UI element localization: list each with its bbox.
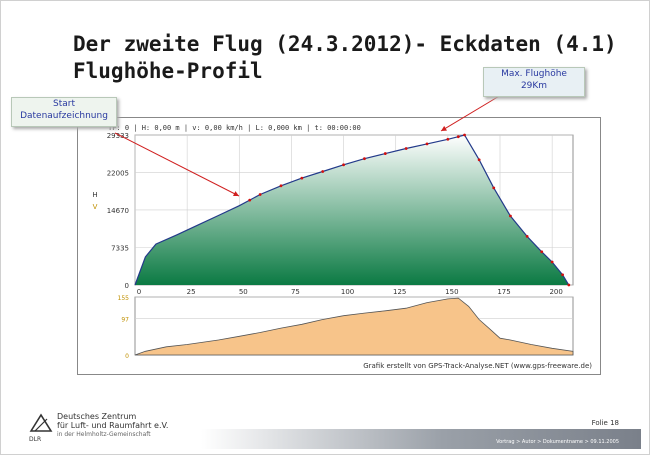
title-line-1: Der zweite Flug (24.3.2012)- Eckdaten (4…: [73, 32, 617, 56]
altitude-point: [279, 184, 283, 188]
speed-y-tick-label: 0: [125, 353, 129, 360]
x-tick-label: 50: [239, 288, 248, 296]
x-tick-label: 100: [341, 288, 354, 296]
chart-status-text: TP: 0 | H: 0,00 m | v: 0,00 km/h | L: 0,…: [108, 124, 361, 132]
altitude-point: [550, 260, 554, 264]
y-axis-label: H: [92, 191, 97, 199]
speed-area: [134, 297, 574, 356]
max-arrow-head: [441, 125, 447, 131]
altitude-point: [446, 137, 450, 141]
y-tick-label: 0: [125, 282, 129, 290]
y-axis-unit: V: [93, 203, 98, 211]
altitude-area: [135, 135, 569, 285]
dlr-name-line3: in der Helmholtz-Gemeinschaft: [57, 431, 151, 438]
dlr-name-line2: für Luft- und Raumfahrt e.V.: [57, 421, 169, 430]
dlr-logo-mark-icon: DLR: [29, 413, 53, 443]
start-arrow-head: [233, 191, 239, 197]
altitude-point: [561, 273, 564, 277]
y-tick-label: 14670: [107, 207, 129, 215]
x-tick-label: 150: [445, 288, 458, 296]
altitude-point: [248, 198, 252, 202]
y-tick-label: 29333: [107, 132, 129, 140]
chart-credit: Grafik erstellt von GPS-Track-Analyse.NE…: [363, 362, 592, 370]
callout-start-line1: Start: [53, 99, 75, 109]
dlr-name: Deutsches Zentrum für Luft- und Raumfahr…: [57, 412, 168, 439]
altitude-point: [540, 250, 544, 254]
callout-max-altitude: Max. Flughöhe 29Km: [483, 67, 585, 97]
altitude-point: [456, 135, 460, 139]
slide-number: Folie 18: [591, 419, 619, 427]
x-tick-label: 0: [137, 288, 141, 296]
altitude-line: [134, 134, 570, 286]
altitude-point: [342, 163, 345, 167]
altitude-point: [525, 235, 529, 238]
altitude-point: [258, 193, 262, 196]
dlr-mark-text: DLR: [29, 436, 41, 443]
footer-bar: [201, 429, 641, 449]
callout-max-line2: 29Km: [520, 81, 548, 91]
altitude-point: [300, 176, 304, 180]
dlr-name-line1: Deutsches Zentrum: [57, 412, 137, 421]
altitude-point: [404, 147, 408, 150]
slide-title: Der zweite Flug (24.3.2012)- Eckdaten (4…: [73, 31, 617, 85]
x-tick-label: 25: [187, 288, 196, 296]
start-arrow: [114, 132, 240, 197]
y-tick-label: 22005: [107, 169, 129, 177]
altitude-point: [477, 158, 481, 162]
callout-start-recording: Start Datenaufzeichnung: [11, 97, 117, 127]
title-line-2: Flughöhe-Profil: [73, 59, 263, 83]
x-tick-label: 75: [291, 288, 300, 296]
altitude-point: [463, 133, 466, 137]
x-tick-label: 125: [393, 288, 406, 296]
footer-meta: Vortrag > Autor > Dokumentname > 09.11.2…: [496, 439, 619, 445]
altitude-point: [509, 214, 512, 218]
x-tick-label: 200: [549, 288, 562, 296]
altitude-point: [567, 283, 571, 287]
speed-y-tick-label: 97: [121, 317, 129, 324]
callout-max-line1: Max. Flughöhe: [501, 69, 567, 79]
dlr-logo: DLR Deutsches Zentrum für Luft- und Raum…: [27, 409, 207, 449]
altitude-point: [425, 142, 429, 146]
altitude-point: [383, 152, 387, 155]
max-arrow: [440, 94, 502, 132]
altitude-point: [321, 170, 325, 173]
x-tick-label: 175: [497, 288, 510, 296]
y-tick-label: 7335: [111, 244, 129, 252]
altitude-point: [363, 157, 366, 161]
altitude-point: [492, 186, 496, 190]
speed-y-tick-label: 155: [118, 295, 130, 302]
callout-start-line2: Datenaufzeichnung: [20, 111, 108, 121]
